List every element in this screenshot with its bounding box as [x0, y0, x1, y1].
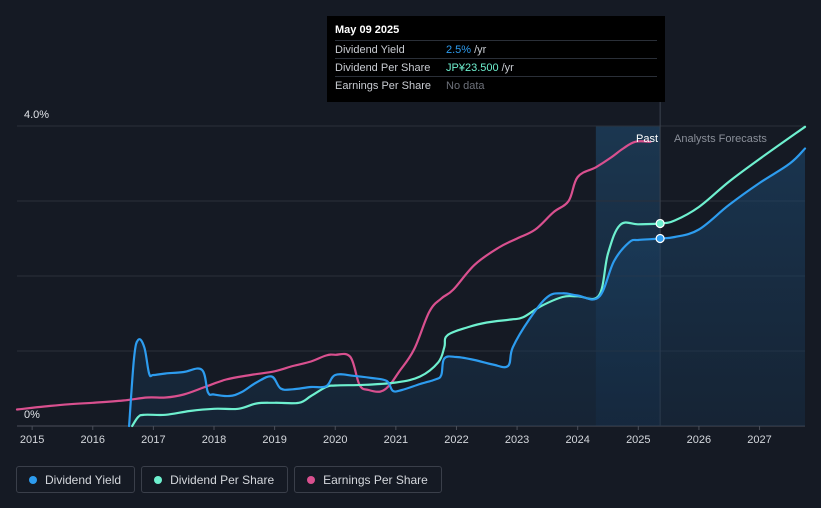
tooltip-date: May 09 2025	[335, 24, 400, 36]
tooltip-value: 2.5%	[446, 43, 472, 56]
x-tick-label: 2016	[81, 434, 105, 446]
x-tick-label: 2027	[747, 434, 771, 446]
tooltip-unit: /yr	[474, 43, 487, 56]
x-tick-label: 2017	[141, 434, 165, 446]
x-tick-label: 2020	[323, 434, 347, 446]
x-tick-label: 2022	[444, 434, 468, 446]
dividend-yield-area	[129, 148, 806, 426]
legend-dot-icon	[307, 475, 316, 484]
dividend-per-share-line	[131, 125, 807, 428]
legend-dot-icon	[29, 475, 37, 484]
earnings-per-share-line	[15, 140, 652, 411]
tooltip-value: No data	[446, 79, 485, 92]
tooltip-row-dividend-per-share: Dividend Per Share JP¥23.500 /yr	[335, 58, 657, 76]
dividend-yield-marker	[655, 233, 665, 244]
tooltip: May 09 2025 Dividend Yield 2.5% /yr Divi…	[327, 16, 665, 102]
x-tick-label: 2023	[505, 434, 529, 446]
legend-label: Earnings Per Share	[323, 472, 428, 487]
tooltip-label: Dividend Yield	[335, 43, 405, 56]
x-tick-label: 2015	[20, 434, 44, 446]
legend-dividend-yield[interactable]: Dividend Yield	[16, 466, 136, 493]
tooltip-unit: /yr	[501, 61, 514, 74]
dividend-yield-line	[128, 147, 807, 428]
past-label: Past	[636, 133, 658, 145]
x-tick-label: 2024	[565, 434, 589, 446]
tooltip-row-earnings-per-share: Earnings Per Share No data	[335, 76, 657, 94]
tooltip-label: Dividend Per Share	[335, 61, 431, 74]
legend-earnings-per-share[interactable]: Earnings Per Share	[294, 466, 442, 493]
legend: Dividend Yield Dividend Per Share Earnin…	[16, 466, 442, 493]
y-label-bottom: 0%	[24, 409, 40, 421]
legend-dot-icon	[154, 475, 163, 484]
forecast-label: Analysts Forecasts	[674, 133, 767, 145]
x-tick-label: 2018	[202, 434, 226, 446]
tooltip-label: Earnings Per Share	[335, 79, 431, 92]
y-label-top: 4.0%	[24, 109, 49, 121]
x-tick-label: 2021	[384, 434, 408, 446]
legend-label: Dividend Yield	[45, 472, 122, 487]
legend-dividend-per-share[interactable]: Dividend Per Share	[141, 466, 289, 493]
dividend-per-share-marker	[655, 218, 665, 229]
tooltip-value: JP¥23.500	[446, 61, 499, 74]
x-tick-label: 2019	[262, 434, 286, 446]
legend-label: Dividend Per Share	[170, 472, 275, 487]
x-tick-label: 2025	[626, 434, 650, 446]
tooltip-row-dividend-yield: Dividend Yield 2.5% /yr	[335, 40, 657, 58]
x-tick-label: 2026	[687, 434, 711, 446]
